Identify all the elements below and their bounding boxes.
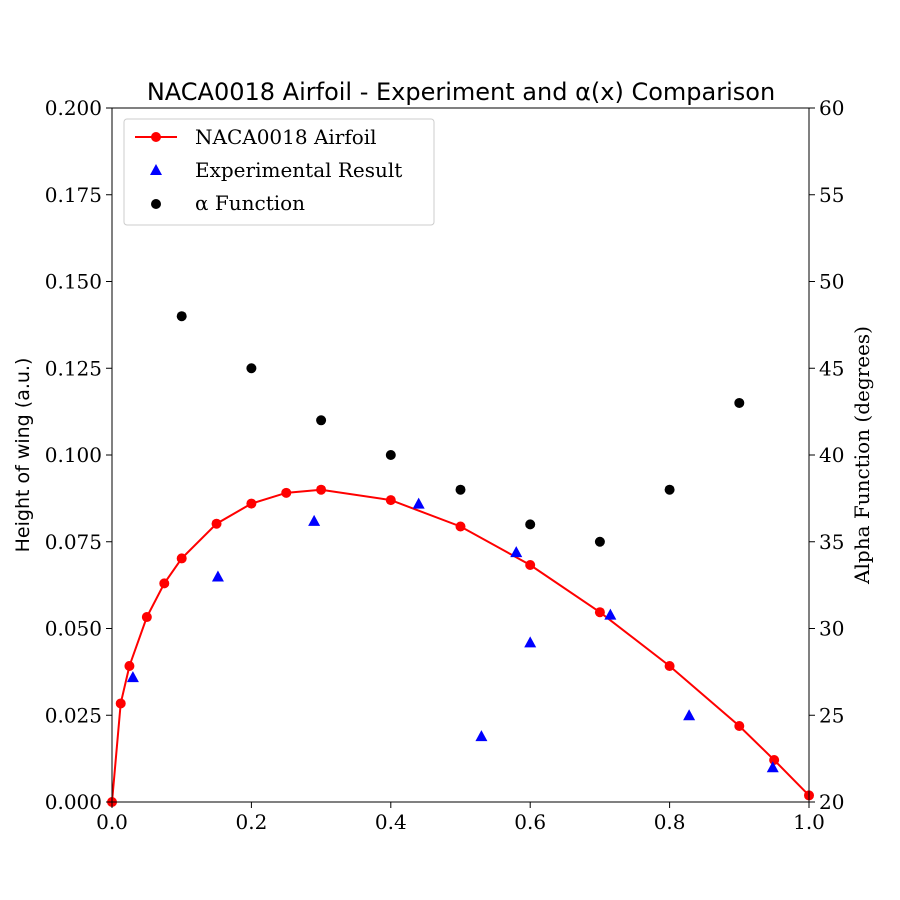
axis-ticks: 0.0 0.2 0.4 0.6 0.8 1.0 0.000 0.025 0.050 0.075 0.… [45, 96, 845, 834]
alpha-point [525, 519, 536, 530]
legend-triangle-marker [150, 164, 162, 175]
experimental-point [412, 497, 425, 509]
airfoil-point [385, 495, 396, 506]
alpha-point [385, 450, 396, 460]
experimental-point [524, 636, 537, 648]
y-tick-label-left: 0.100 [45, 443, 102, 467]
y-tick-label-left: 0.150 [45, 270, 102, 294]
alpha-point [455, 484, 466, 495]
y-tick-label-left: 0.125 [45, 356, 102, 380]
legend-label-airfoil: NACA0018 Airfoil [195, 125, 377, 149]
y-tick-label-right: 40 [819, 443, 844, 467]
legend: NACA0018 Airfoil Experimental Result α F… [123, 118, 435, 226]
airfoil-point [115, 698, 126, 709]
y-tick-label-right: 45 [819, 356, 844, 380]
x-tick-label: 0.4 [375, 810, 407, 834]
experimental-point [766, 761, 779, 773]
legend-label-experimental: Experimental Result [195, 158, 402, 182]
legend-circle-marker-red [151, 132, 161, 142]
y-tick-label-left: 0.175 [45, 183, 102, 207]
airfoil-point [769, 755, 780, 766]
y-tick-label-right: 30 [819, 617, 844, 641]
y-tick-label-left: 0.050 [45, 617, 102, 641]
plot-series [107, 311, 814, 807]
x-tick-label: 0.2 [235, 810, 267, 834]
y-axis-label-left: Height of wing (a.u.) [12, 358, 34, 553]
y-tick-label-right: 20 [819, 790, 844, 814]
experimental-point [308, 514, 321, 526]
alpha-point [664, 484, 675, 495]
y-tick-label-right: 55 [819, 183, 844, 207]
experimental-point [683, 709, 696, 721]
airfoil-point [176, 553, 187, 564]
y-axis-label-right: Alpha Function (degrees) [850, 326, 874, 585]
legend-box [123, 118, 435, 226]
alpha-point [316, 415, 327, 426]
airfoil-point [246, 498, 257, 509]
y-tick-label-left: 0.075 [45, 530, 102, 554]
y-tick-label-right: 25 [819, 703, 844, 727]
experimental-point [510, 546, 523, 558]
x-tick-label: 0.6 [514, 810, 546, 834]
airfoil-point [455, 521, 466, 532]
experimental-point [604, 608, 617, 620]
airfoil-point [594, 607, 605, 618]
airfoil-point [525, 559, 536, 570]
airfoil-point [159, 578, 170, 589]
alpha-point [246, 363, 257, 374]
experimental-point [475, 730, 488, 742]
legend-label-alpha: α Function [195, 191, 305, 215]
airfoil-point [281, 487, 292, 498]
x-tick-label: 0.8 [654, 810, 686, 834]
alpha-point [734, 397, 745, 408]
alpha-point [594, 536, 605, 547]
experimental-point [126, 671, 139, 683]
y-tick-label-right: 50 [819, 270, 844, 294]
chart-title: NACA0018 Airfoil - Experiment and α(x) C… [147, 78, 775, 106]
airfoil-point [734, 721, 745, 732]
y-tick-label-right: 35 [819, 530, 844, 554]
airfoil-point [316, 484, 327, 495]
y-tick-label-left: 0.000 [45, 790, 102, 814]
alpha-point [176, 311, 187, 322]
airfoil-point [211, 518, 222, 529]
series-line-airfoil [111, 488, 810, 803]
y-tick-label-left: 0.025 [45, 703, 102, 727]
legend-circle-marker-black [151, 199, 161, 209]
y-tick-label-left: 0.200 [45, 96, 102, 120]
airfoil-point [124, 660, 135, 671]
x-tick-label: 0.0 [96, 810, 128, 834]
airfoil-point [141, 612, 152, 623]
experimental-point [211, 570, 224, 582]
airfoil-point [664, 660, 675, 671]
x-tick-label: 1.0 [793, 810, 825, 834]
y-tick-label-right: 60 [819, 96, 844, 120]
